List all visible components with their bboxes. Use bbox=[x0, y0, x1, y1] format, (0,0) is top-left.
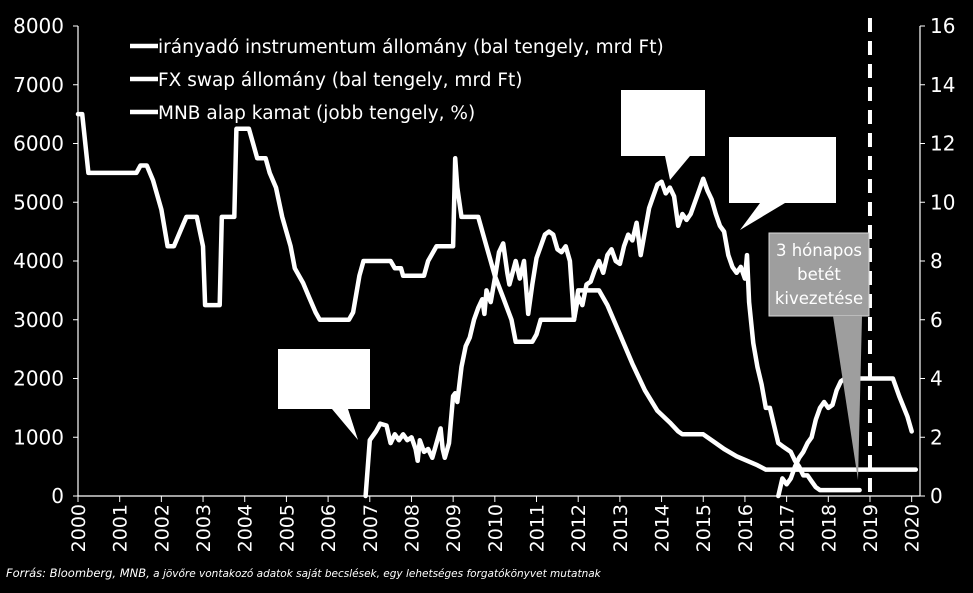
callout-bubble-3 bbox=[729, 137, 836, 203]
series-layer bbox=[75, 111, 919, 499]
annotation-text-line: betét bbox=[797, 265, 841, 284]
y-right-tick-label: 14 bbox=[930, 73, 955, 97]
x-tick-label: 2008 bbox=[401, 504, 423, 552]
source-lead: Forrás: Bloomberg, MNB, bbox=[6, 566, 150, 580]
y-right-tick-label: 0 bbox=[930, 484, 943, 508]
callout-tail-3 bbox=[740, 203, 785, 230]
annotation-text-line: 3 hónapos bbox=[776, 241, 862, 260]
callout-tail-2 bbox=[665, 156, 690, 180]
series-line-3 bbox=[75, 111, 919, 472]
x-tick-label: 2018 bbox=[818, 504, 840, 552]
callout-layer bbox=[278, 90, 836, 440]
y-right-tick-label: 16 bbox=[930, 14, 955, 38]
y-left-tick-label: 3000 bbox=[13, 308, 64, 332]
annotation: 3 hónapos betét kivezetése bbox=[768, 232, 870, 480]
y-left-tick-label: 5000 bbox=[13, 190, 64, 214]
y-right-tick-label: 4 bbox=[930, 367, 943, 391]
x-tick-label: 2016 bbox=[735, 504, 757, 552]
callout-bubble-1 bbox=[278, 349, 370, 409]
x-tick-label: 2015 bbox=[693, 504, 715, 552]
x-tick-label: 2020 bbox=[902, 504, 924, 552]
x-tick-label: 2012 bbox=[568, 504, 590, 552]
annotation-arrow bbox=[833, 316, 862, 480]
x-tick-label: 2014 bbox=[652, 504, 674, 552]
x-tick-label: 2001 bbox=[110, 504, 132, 552]
legend: irányadó instrumentum állomány (bal teng… bbox=[130, 37, 664, 124]
x-tick-label: 2004 bbox=[235, 504, 257, 552]
legend-label-3: MNB alap kamat (jobb tengely, %) bbox=[158, 103, 475, 124]
series-line-2 bbox=[776, 376, 914, 499]
x-tick-label: 2002 bbox=[151, 504, 173, 552]
x-tick-label: 2003 bbox=[193, 504, 215, 552]
x-tick-label: 2017 bbox=[777, 504, 799, 552]
source-rest: a jövőre vontakozó adatok saját becslése… bbox=[149, 568, 601, 580]
annotation-box bbox=[768, 232, 870, 317]
x-tick-label: 2009 bbox=[443, 504, 465, 552]
y-left-tick-label: 6000 bbox=[13, 132, 64, 156]
y-right-tick-label: 12 bbox=[930, 132, 955, 156]
y-left-tick-label: 2000 bbox=[13, 367, 64, 391]
callout-tail-1 bbox=[332, 409, 358, 440]
x-tick-label: 2013 bbox=[610, 504, 632, 552]
x-tick-label: 2019 bbox=[860, 504, 882, 552]
chart: 0 1000 2000 3000 4000 5000 6000 7000 8000 0 2 4 6 8 10… bbox=[13, 14, 955, 552]
x-tick-label: 2006 bbox=[318, 504, 340, 552]
y-left-tick-label: 8000 bbox=[13, 14, 64, 38]
x-tick-label: 2000 bbox=[68, 504, 90, 552]
axes-layer: 0 1000 2000 3000 4000 5000 6000 7000 8000 0 2 4 6 8 10… bbox=[13, 14, 955, 552]
y-left-tick-label: 4000 bbox=[13, 249, 64, 273]
y-right-tick-label: 8 bbox=[930, 249, 943, 273]
legend-label-1: irányadó instrumentum állomány (bal teng… bbox=[158, 37, 664, 58]
y-left-tick-label: 0 bbox=[51, 484, 64, 508]
annotation-text-line: kivezetése bbox=[775, 289, 863, 308]
series-line-1 bbox=[363, 176, 862, 499]
y-right-tick-label: 10 bbox=[930, 190, 955, 214]
y-right-tick-label: 6 bbox=[930, 308, 943, 332]
x-tick-label: 2011 bbox=[527, 504, 549, 552]
source-note: Forrás: Bloomberg, MNB, a jövőre vontako… bbox=[6, 566, 966, 580]
x-tick-label: 2010 bbox=[485, 504, 507, 552]
callout-bubble-2 bbox=[621, 90, 705, 156]
x-tick-label: 2005 bbox=[276, 504, 298, 552]
y-left-tick-label: 7000 bbox=[13, 73, 64, 97]
y-left-tick-label: 1000 bbox=[13, 425, 64, 449]
y-right-tick-label: 2 bbox=[930, 425, 943, 449]
legend-label-2: FX swap állomány (bal tengely, mrd Ft) bbox=[158, 70, 522, 91]
x-tick-label: 2007 bbox=[360, 504, 382, 552]
